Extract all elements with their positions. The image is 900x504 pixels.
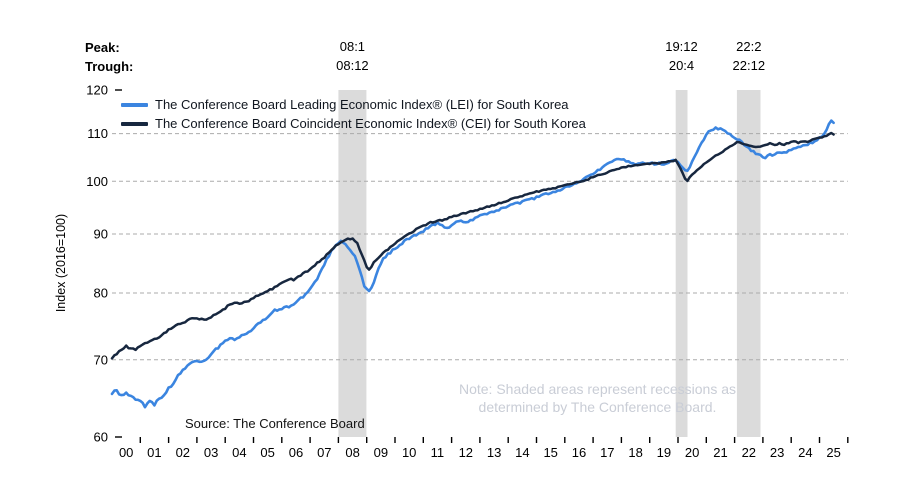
y-tick-label: 100 xyxy=(86,174,108,189)
x-tick-label: 08 xyxy=(345,445,359,460)
series-line-cei xyxy=(110,131,835,360)
y-tick-label: 80 xyxy=(94,286,108,301)
recession-note: Note: Shaded areas represent recessions … xyxy=(420,380,775,416)
recession-trough-label: 20:4 xyxy=(669,58,694,73)
x-tick-label: 00 xyxy=(119,445,133,460)
recession-band xyxy=(736,90,761,437)
x-tick-label: 13 xyxy=(487,445,501,460)
recession-peak-label: 08:1 xyxy=(340,39,365,54)
x-tick-label: 11 xyxy=(431,445,445,460)
x-tick-label: 22 xyxy=(742,445,756,460)
y-tick-label: 110 xyxy=(87,126,108,141)
peak-row-label: Peak: xyxy=(85,40,120,55)
x-tick-label: 19 xyxy=(657,445,671,460)
x-tick-label: 25 xyxy=(826,445,840,460)
x-tick-label: 24 xyxy=(798,445,812,460)
recession-trough-label: 08:12 xyxy=(336,58,369,73)
x-tick-label: 04 xyxy=(232,445,246,460)
cei-line-swatch xyxy=(121,121,148,126)
x-tick-label: 14 xyxy=(515,445,529,460)
y-tick-label: 120 xyxy=(86,83,108,98)
legend-label-lei: The Conference Board Leading Economic In… xyxy=(155,97,569,112)
legend: The Conference Board Leading Economic In… xyxy=(121,95,586,133)
y-tick-label: 60 xyxy=(94,430,108,445)
x-tick-label: 12 xyxy=(459,445,473,460)
x-tick-label: 02 xyxy=(176,445,190,460)
recession-band xyxy=(338,90,367,437)
x-tick-label: 03 xyxy=(204,445,218,460)
recession-peak-label: 22:2 xyxy=(736,39,761,54)
recession-peak-label: 19:12 xyxy=(665,39,698,54)
x-tick-label: 16 xyxy=(572,445,586,460)
recession-band xyxy=(675,90,688,437)
recession-note-line1: Note: Shaded areas represent recessions … xyxy=(458,381,737,397)
x-tick-label: 18 xyxy=(628,445,642,460)
x-tick-label: 07 xyxy=(317,445,331,460)
x-tick-label: 06 xyxy=(289,445,303,460)
x-tick-label: 01 xyxy=(147,445,161,460)
x-tick-label: 17 xyxy=(600,445,614,460)
x-tick-label: 10 xyxy=(402,445,416,460)
y-tick-label: 70 xyxy=(94,352,108,367)
x-tick-label: 23 xyxy=(770,445,784,460)
series-line-lei xyxy=(110,119,835,409)
x-tick-label: 21 xyxy=(713,445,727,460)
x-tick-label: 09 xyxy=(374,445,388,460)
x-tick-label: 20 xyxy=(685,445,699,460)
recession-note-line2: determined by The Conference Board. xyxy=(478,399,717,415)
recession-trough-label: 22:12 xyxy=(733,58,766,73)
legend-item-lei: The Conference Board Leading Economic In… xyxy=(121,95,586,114)
x-tick-label: 05 xyxy=(260,445,274,460)
trough-row-label: Trough: xyxy=(85,59,134,74)
legend-label-cei: The Conference Board Coincident Economic… xyxy=(155,116,586,131)
lei-line-swatch xyxy=(121,102,148,107)
source-note: Source: The Conference Board xyxy=(185,416,365,431)
y-tick-label: 90 xyxy=(94,227,108,242)
y-axis-title: Index (2016=100) xyxy=(54,213,68,313)
x-tick-label: 15 xyxy=(543,445,557,460)
legend-item-cei: The Conference Board Coincident Economic… xyxy=(121,114,586,133)
